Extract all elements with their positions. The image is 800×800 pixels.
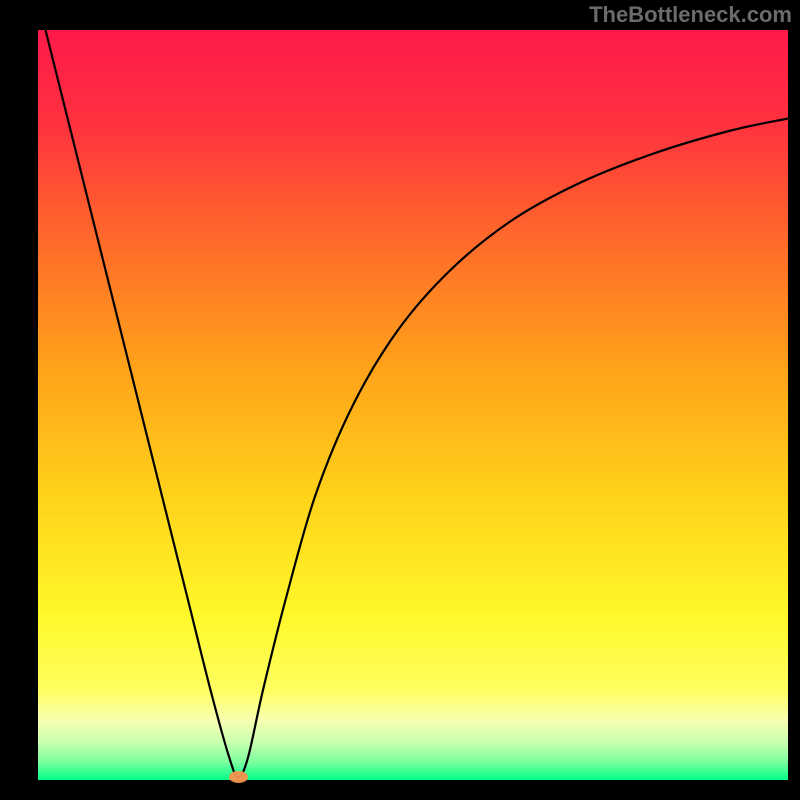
plot-area [38, 30, 788, 780]
chart-root: TheBottleneck.com [0, 0, 800, 800]
curve-layer [38, 30, 788, 780]
bottleneck-curve [46, 30, 789, 777]
watermark-text: TheBottleneck.com [589, 2, 792, 28]
plot-background [38, 30, 788, 780]
optimum-marker [229, 771, 249, 783]
